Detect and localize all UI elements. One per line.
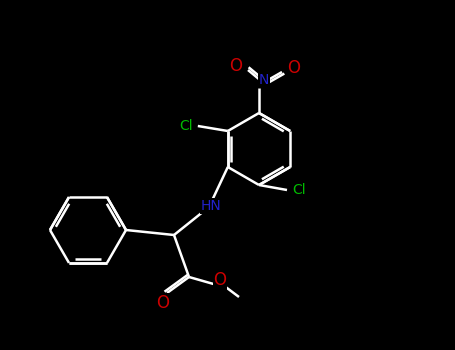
Text: O: O (229, 57, 243, 75)
Text: HN: HN (201, 199, 222, 213)
Text: O: O (213, 271, 227, 289)
Text: O: O (288, 59, 300, 77)
Text: Cl: Cl (292, 183, 306, 197)
Text: Cl: Cl (179, 119, 192, 133)
Text: N: N (259, 73, 269, 87)
Text: O: O (157, 294, 170, 312)
